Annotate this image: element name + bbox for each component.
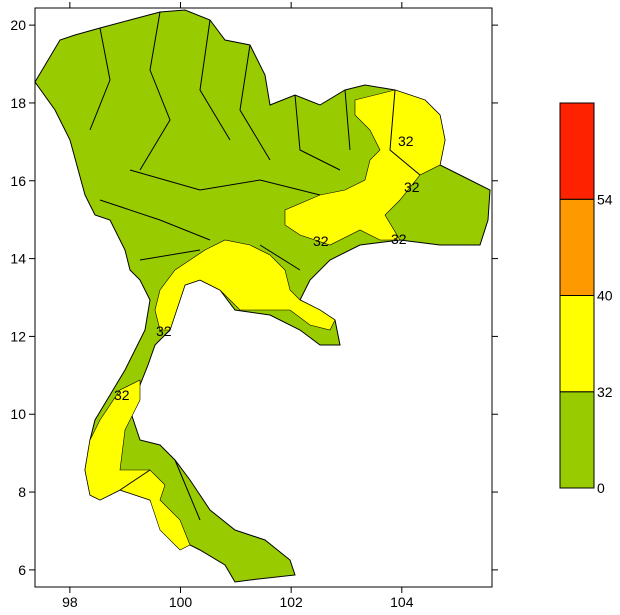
y-tick-label: 14	[10, 251, 26, 267]
x-tick-label: 104	[390, 594, 414, 610]
colorbar-band	[559, 198, 595, 296]
y-tick-label: 10	[10, 406, 26, 422]
region-mid	[84, 379, 191, 551]
y-tick-label: 20	[10, 17, 26, 33]
colorbar-band	[559, 102, 595, 200]
colorbar-label: 54	[597, 191, 613, 207]
colorbar-band	[559, 295, 595, 393]
colorbar-band	[559, 391, 595, 489]
region-mid	[284, 89, 446, 246]
y-tick-label: 12	[10, 328, 26, 344]
plot-frame	[34, 7, 493, 588]
y-tick-label: 16	[10, 173, 26, 189]
contour-label: 32	[391, 231, 407, 247]
province-border	[89, 11, 421, 521]
contour-label: 32	[404, 179, 420, 195]
colorbar-label: 32	[597, 384, 613, 400]
y-tick-label: 18	[10, 95, 26, 111]
x-tick-label: 98	[62, 594, 78, 610]
contour-label: 32	[156, 323, 172, 339]
map: 32 32 32 32 32 32	[34, 9, 491, 583]
contour-label: 32	[313, 233, 329, 249]
contour-label: 32	[114, 387, 130, 403]
y-tick-label: 8	[18, 484, 26, 500]
colorbar-label: 40	[597, 288, 613, 304]
x-tick-label: 100	[169, 594, 193, 610]
contour-label: 32	[398, 133, 414, 149]
y-tick-label: 6	[18, 562, 26, 578]
x-tick-label: 102	[279, 594, 303, 610]
colorbar-label: 0	[597, 480, 605, 496]
region-mid	[154, 239, 336, 331]
